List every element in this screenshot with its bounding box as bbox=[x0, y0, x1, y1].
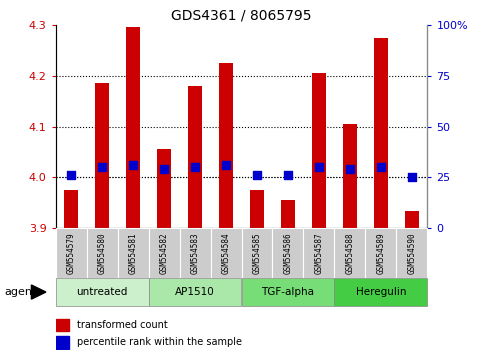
Bar bbox=[334, 228, 366, 278]
Bar bbox=[397, 228, 427, 278]
Bar bbox=[374, 38, 388, 228]
Point bbox=[253, 173, 261, 178]
Text: TGF-alpha: TGF-alpha bbox=[261, 287, 314, 297]
Bar bbox=[117, 228, 149, 278]
Bar bbox=[343, 124, 357, 228]
Bar bbox=[281, 200, 295, 228]
Bar bbox=[405, 211, 419, 228]
Bar bbox=[180, 228, 211, 278]
Text: GDS4361 / 8065795: GDS4361 / 8065795 bbox=[171, 9, 312, 23]
Text: GSM554583: GSM554583 bbox=[190, 232, 199, 274]
Polygon shape bbox=[31, 285, 46, 299]
Bar bbox=[242, 278, 334, 306]
Point bbox=[408, 175, 416, 180]
Bar bbox=[157, 149, 171, 228]
Bar bbox=[86, 228, 117, 278]
Bar bbox=[312, 73, 326, 228]
Point bbox=[191, 164, 199, 170]
Point bbox=[377, 164, 385, 170]
Point bbox=[222, 162, 230, 168]
Bar bbox=[126, 27, 140, 228]
Point bbox=[346, 166, 354, 172]
Bar bbox=[95, 83, 109, 228]
Bar bbox=[188, 86, 202, 228]
Text: AP1510: AP1510 bbox=[175, 287, 215, 297]
Point bbox=[160, 166, 168, 172]
Text: untreated: untreated bbox=[76, 287, 128, 297]
Bar bbox=[64, 190, 78, 228]
Text: GSM554585: GSM554585 bbox=[253, 232, 261, 274]
Text: GSM554581: GSM554581 bbox=[128, 232, 138, 274]
Point bbox=[67, 173, 75, 178]
Bar bbox=[272, 228, 303, 278]
Bar bbox=[211, 228, 242, 278]
Text: GSM554588: GSM554588 bbox=[345, 232, 355, 274]
Bar bbox=[56, 319, 69, 331]
Text: GSM554589: GSM554589 bbox=[376, 232, 385, 274]
Bar bbox=[149, 228, 180, 278]
Bar bbox=[242, 228, 272, 278]
Bar bbox=[219, 63, 233, 228]
Text: transformed count: transformed count bbox=[77, 320, 168, 330]
Text: percentile rank within the sample: percentile rank within the sample bbox=[77, 337, 242, 348]
Point bbox=[98, 164, 106, 170]
Bar bbox=[250, 190, 264, 228]
Point bbox=[315, 164, 323, 170]
Bar bbox=[366, 228, 397, 278]
Text: GSM554580: GSM554580 bbox=[98, 232, 107, 274]
Text: GSM554579: GSM554579 bbox=[67, 232, 75, 274]
Point bbox=[129, 162, 137, 168]
Text: GSM554587: GSM554587 bbox=[314, 232, 324, 274]
Text: GSM554584: GSM554584 bbox=[222, 232, 230, 274]
Bar bbox=[56, 336, 69, 349]
Bar bbox=[303, 228, 334, 278]
Bar bbox=[334, 278, 427, 306]
Bar bbox=[56, 278, 149, 306]
Text: agent: agent bbox=[5, 287, 37, 297]
Text: GSM554586: GSM554586 bbox=[284, 232, 293, 274]
Bar bbox=[149, 278, 242, 306]
Bar bbox=[56, 228, 86, 278]
Text: GSM554582: GSM554582 bbox=[159, 232, 169, 274]
Text: GSM554590: GSM554590 bbox=[408, 232, 416, 274]
Text: Heregulin: Heregulin bbox=[355, 287, 406, 297]
Point bbox=[284, 173, 292, 178]
